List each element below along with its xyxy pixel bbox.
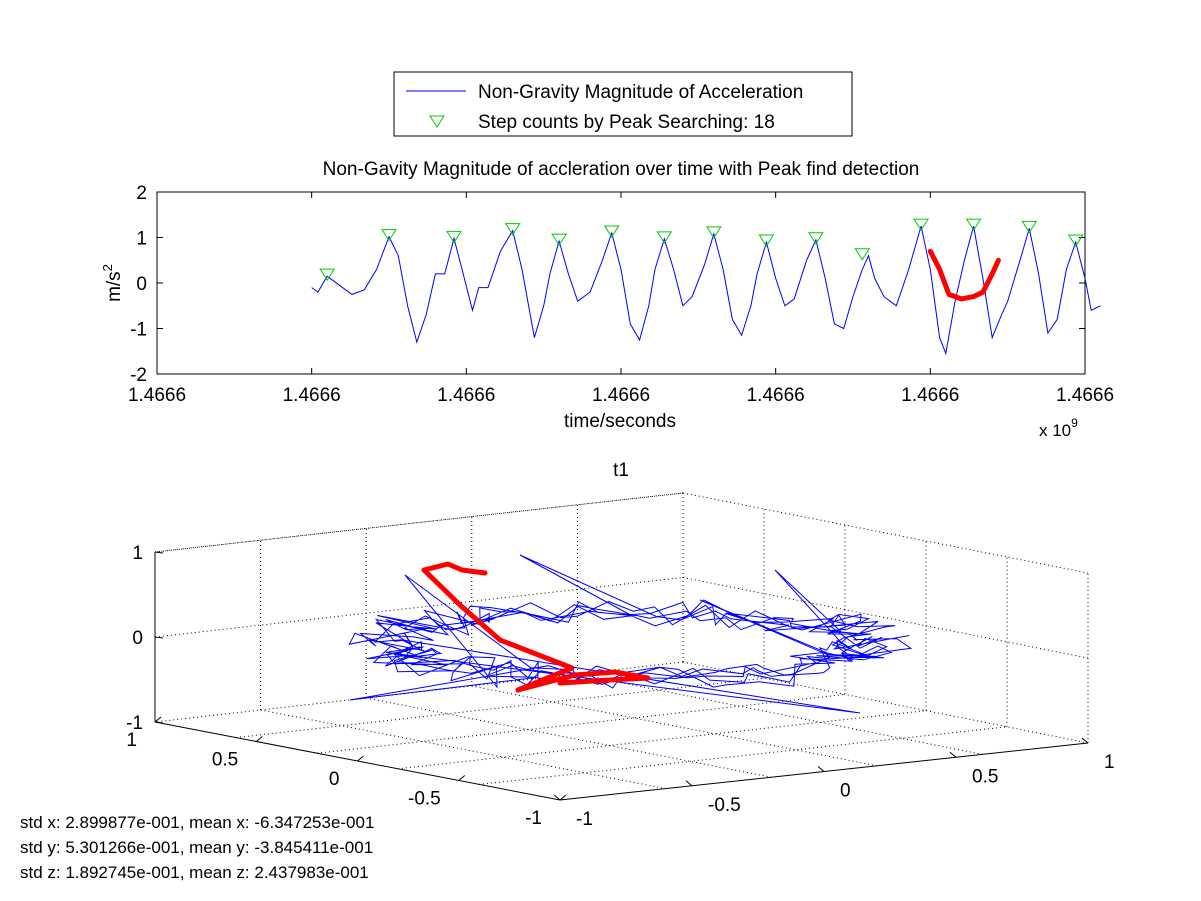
z-tick-mark — [154, 551, 164, 554]
x-tick-label: 1.4666 — [901, 385, 959, 406]
grid-line — [397, 710, 927, 770]
x-tick-label: 1.4666 — [1056, 385, 1114, 406]
x-tick-mark — [553, 794, 561, 801]
y-tick-label: 1 — [136, 229, 147, 250]
top-ticks: 1.4666 1.4666 1.4666 1.4666 1.4666 1.4666 1.46… — [128, 183, 1114, 406]
x-tick-label: 0.5 — [972, 766, 998, 787]
legend-entry-2: Step counts by Peak Searching: 18 — [478, 112, 775, 133]
y-tick-label: -1 — [525, 808, 542, 829]
grid-line — [471, 685, 877, 767]
bottom-chart-title: t1 — [613, 460, 629, 481]
y-tick-label: -2 — [130, 365, 147, 386]
z-tick-mark — [154, 721, 164, 724]
peak-marker — [965, 218, 982, 232]
stats-line-y: std y: 5.301266e-001, mean y: -3.845411e… — [20, 838, 374, 857]
trajectory-line — [348, 554, 913, 714]
signal-line — [311, 225, 1101, 356]
top-series — [311, 218, 1101, 356]
y-tick-label: -1 — [130, 320, 147, 341]
z-tick-mark — [154, 636, 164, 639]
peak-marker — [381, 229, 397, 242]
y-tick-label: -0.5 — [408, 789, 441, 810]
legend-entry-1: Non-Gravity Magnitude of Acceleration — [478, 82, 803, 103]
x-multiplier-base: x 10 — [1039, 421, 1071, 440]
peak-marker — [1021, 220, 1038, 234]
highlight-segment — [927, 248, 1001, 302]
z-tick-label: -1 — [126, 713, 143, 734]
x-tick-label: -1 — [576, 809, 593, 830]
stats-panel: std x: 2.899877e-001, mean x: -6.347253e… — [20, 810, 374, 885]
y-tick-mark — [154, 716, 162, 723]
3d-axes-box — [154, 492, 1089, 801]
peak-marker — [656, 231, 673, 244]
x-tick-mark — [1081, 737, 1089, 744]
peak-marker — [913, 218, 929, 232]
top-plot-box — [156, 191, 1086, 375]
x-tick-label: -0.5 — [708, 795, 741, 816]
x-tick-mark — [685, 780, 693, 787]
x-tick-mark — [817, 766, 825, 772]
legend-box — [393, 71, 853, 137]
box-edge — [154, 492, 684, 553]
y-tick-label: 0.5 — [212, 750, 238, 771]
top-chart-title: Non-Gavity Magnitude of accleration over… — [323, 159, 920, 180]
top-xlabel: time/seconds — [564, 411, 676, 432]
y-tick-mark — [255, 736, 263, 742]
bottom-chart: t1 10-110.50-0.5-1 -1-0.500.51 — [126, 460, 1114, 830]
x-multiplier-exp: 9 — [1071, 416, 1078, 430]
y-tick-label: 1 — [126, 730, 137, 751]
peak-marker — [446, 230, 462, 244]
x-tick-mark — [949, 751, 957, 758]
peak-marker — [551, 233, 568, 247]
grid-line — [154, 577, 684, 638]
grid-line — [235, 677, 765, 739]
box-edge — [682, 492, 1089, 574]
grid-line — [478, 726, 1008, 785]
legend-triangle-icon — [429, 115, 445, 128]
y-tick-mark — [559, 794, 567, 801]
stats-line-z: std z: 1.892745e-001, mean z: 2.437983e-… — [20, 863, 369, 882]
peak-marker — [603, 225, 620, 238]
top-ylabel-base: m/s — [104, 271, 125, 302]
y-tick-mark — [357, 755, 364, 762]
x-tick-label: 1 — [1104, 752, 1115, 773]
peak-marker — [705, 226, 722, 239]
bottom-series — [348, 554, 913, 714]
y-tick-label: 0 — [136, 274, 147, 295]
x-tick-label: 1.4666 — [437, 385, 495, 406]
y-tick-mark — [458, 775, 466, 781]
y-tick-label: 0 — [329, 769, 340, 790]
box-edge — [154, 492, 684, 553]
peak-marker — [319, 268, 336, 282]
peak-marker — [854, 248, 871, 261]
z-tick-label: 1 — [132, 543, 143, 564]
bottom-ticks: 10-110.50-0.5-1 -1-0.500.51 — [126, 543, 1114, 830]
x-tick-label: 1.4666 — [747, 385, 805, 406]
x-tick-label: 1.4666 — [283, 385, 341, 406]
x-multiplier: x 109 — [1039, 416, 1078, 440]
peak-marker — [807, 232, 824, 245]
peak-marker — [758, 234, 775, 247]
z-tick-label: 0 — [132, 628, 143, 649]
peak-marker — [1067, 234, 1084, 247]
grid-line — [316, 693, 846, 754]
grid-line — [682, 577, 1089, 659]
grid-line — [577, 673, 983, 755]
x-tick-label: 0 — [840, 781, 851, 802]
grid-line — [366, 697, 772, 778]
grid-line — [260, 709, 666, 790]
top-chart: Non-Gavity Magnitude of accleration over… — [100, 159, 1114, 440]
peak-marker — [504, 223, 521, 236]
legend: Non-Gravity Magnitude of Acceleration St… — [393, 71, 853, 137]
top-ylabel: m/s2 — [100, 264, 125, 302]
x-tick-label: 1.4666 — [128, 385, 186, 406]
top-ylabel-sup: 2 — [100, 264, 115, 271]
trajectory-highlight — [421, 561, 651, 693]
stats-line-x: std x: 2.899877e-001, mean x: -6.347253e… — [20, 813, 375, 832]
x-tick-label: 1.4666 — [592, 385, 650, 406]
y-tick-label: 2 — [136, 183, 147, 204]
box-edge — [682, 661, 1089, 744]
